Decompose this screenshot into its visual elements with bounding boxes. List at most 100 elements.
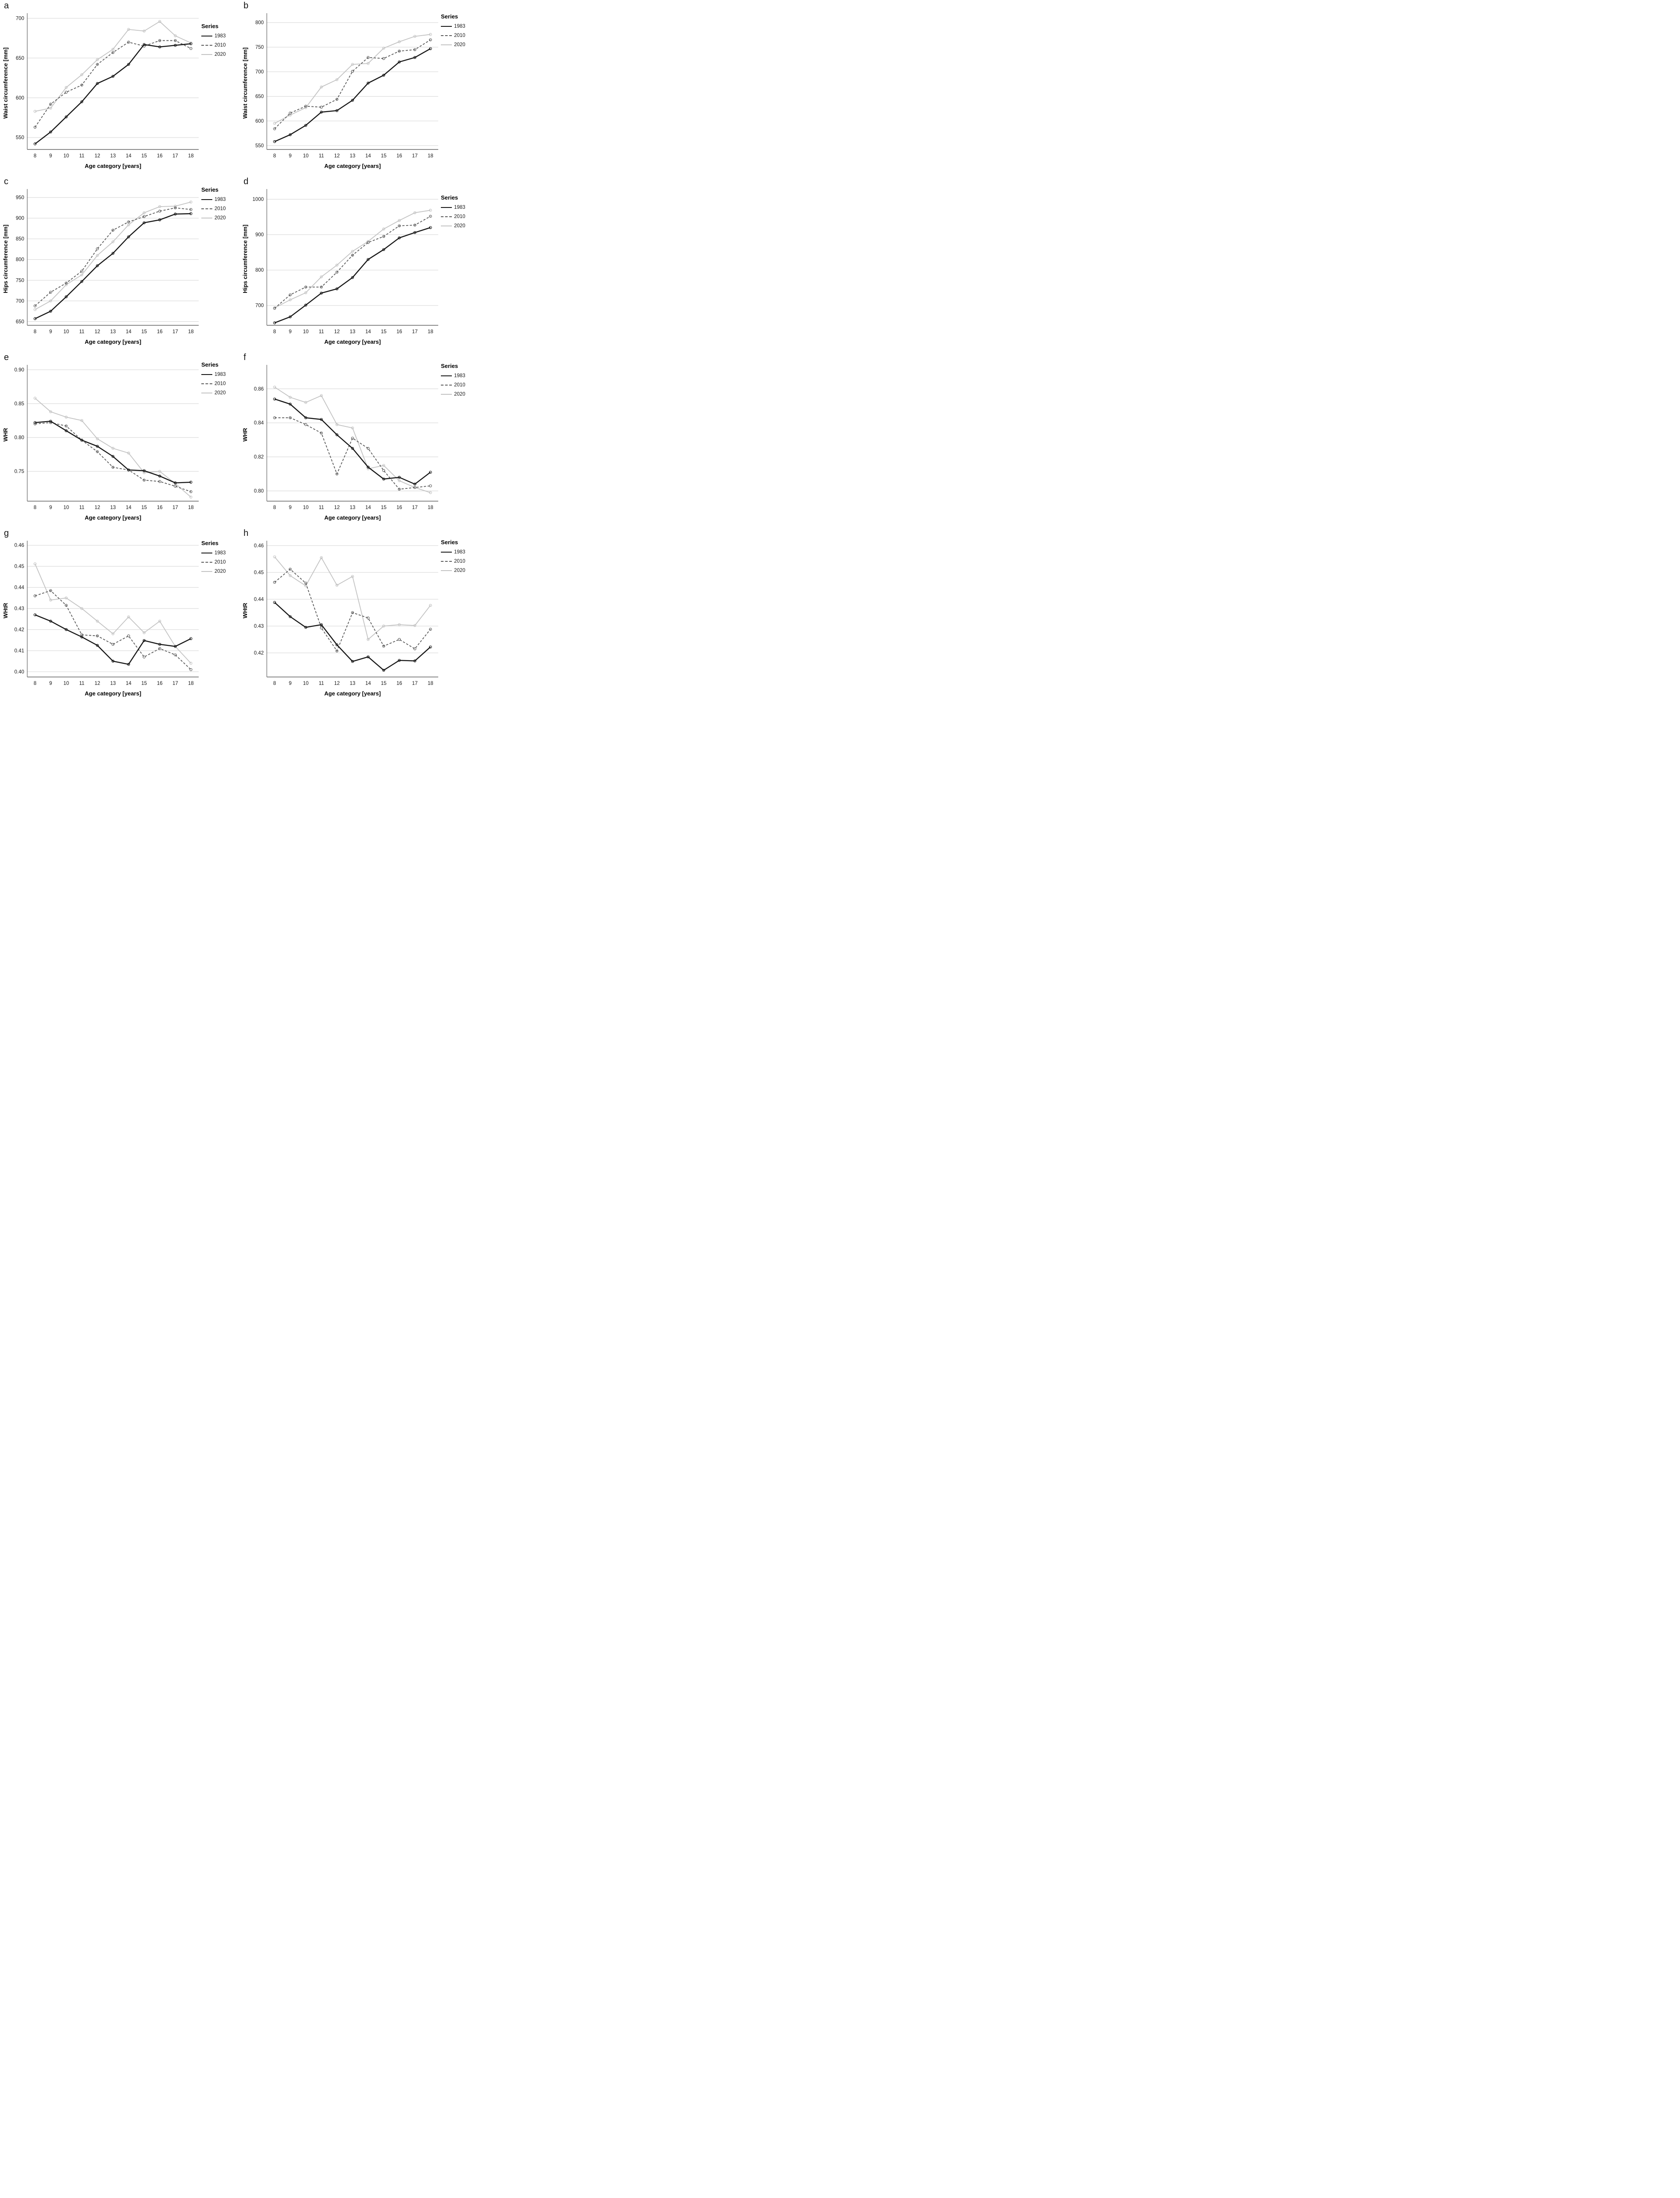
data-point-marker-1983	[320, 110, 323, 114]
data-point-marker-2020	[413, 211, 417, 215]
data-point-marker-2020	[33, 562, 36, 565]
data-point-marker-2010	[320, 431, 323, 435]
data-point-marker-2020	[189, 662, 193, 665]
legend-line-sample-2020	[201, 571, 212, 572]
legend-item-1983: 1983	[441, 550, 479, 555]
data-point-marker-2010	[429, 484, 432, 488]
x-tick-label: 9	[289, 505, 291, 510]
x-tick-label: 14	[126, 681, 131, 686]
data-point-marker-2010	[33, 304, 36, 308]
y-axis-title: WHtR	[242, 603, 248, 619]
y-tick-label: 0.84	[254, 421, 264, 426]
x-tick-label: 17	[412, 329, 418, 335]
y-tick-label: 0.82	[254, 455, 264, 460]
data-point-marker-2010	[382, 644, 385, 648]
data-point-marker-1983	[398, 659, 401, 662]
legend-item-2010: 2010	[201, 560, 239, 565]
data-point-marker-2020	[189, 200, 193, 204]
data-point-marker-1983	[335, 643, 338, 647]
y-tick-label: 900	[255, 233, 264, 238]
x-tick-label: 16	[157, 681, 163, 686]
data-point-marker-1983	[320, 418, 323, 421]
data-point-marker-2020	[49, 106, 52, 110]
data-point-marker-1983	[49, 130, 52, 134]
data-point-marker-1983	[273, 397, 276, 400]
legend-title: Series	[201, 540, 219, 546]
legend-item-2020: 2020	[201, 52, 239, 57]
series-line-2010	[274, 216, 431, 309]
y-tick-label: 0.86	[254, 386, 264, 392]
data-point-marker-1983	[65, 429, 68, 433]
data-point-marker-2020	[127, 451, 130, 455]
legend-title: Series	[201, 23, 219, 29]
legend-item-2020: 2020	[441, 223, 479, 229]
series-line-2010	[34, 40, 191, 127]
data-point-marker-1983	[429, 645, 432, 648]
x-tick-label: 11	[319, 329, 324, 335]
data-point-marker-1983	[288, 315, 292, 318]
data-point-marker-2010	[413, 223, 417, 227]
legend-item-1983: 1983	[441, 205, 479, 210]
data-point-marker-1983	[174, 645, 177, 648]
data-point-marker-2010	[111, 466, 115, 469]
data-point-marker-1983	[65, 628, 68, 631]
series-line-2020	[35, 398, 191, 498]
data-point-marker-1983	[304, 416, 307, 419]
data-point-marker-2020	[382, 624, 385, 628]
panel-h: h 0.42 0.43 0.44 0.45 0.46 8 9 10 11 12 13 14 15 16 17…	[240, 528, 479, 703]
data-point-marker-2020	[288, 396, 292, 399]
data-point-marker-2020	[398, 219, 401, 222]
data-point-marker-2010	[65, 281, 68, 285]
data-point-marker-2020	[304, 401, 307, 404]
data-point-marker-2020	[111, 632, 115, 635]
data-point-marker-1983	[382, 73, 385, 77]
data-point-marker-1983	[49, 419, 52, 423]
y-tick-label: 0.43	[15, 606, 24, 611]
x-tick-label: 10	[303, 505, 309, 510]
legend-line-sample-2020	[441, 570, 452, 571]
series-line-1983	[35, 420, 191, 484]
x-tick-label: 10	[63, 153, 69, 159]
data-point-marker-2010	[335, 98, 338, 101]
data-point-marker-2010	[158, 39, 161, 42]
x-tick-label: 15	[142, 153, 147, 159]
legend-label-2010: 2010	[454, 214, 465, 219]
data-point-marker-2010	[49, 102, 52, 106]
data-point-marker-1983	[127, 468, 130, 472]
y-tick-label: 0.90	[15, 368, 24, 373]
data-point-marker-1983	[158, 45, 161, 48]
data-point-marker-2010	[174, 484, 177, 488]
y-tick-label: 550	[255, 143, 264, 149]
data-point-marker-2020	[288, 574, 292, 577]
data-point-marker-2010	[189, 490, 193, 493]
data-point-marker-2010	[320, 106, 323, 109]
data-point-marker-2010	[273, 416, 276, 419]
data-point-marker-1983	[273, 321, 276, 324]
data-point-marker-2010	[288, 111, 292, 115]
legend-title: Series	[201, 361, 219, 368]
data-point-marker-2020	[429, 604, 432, 607]
data-point-marker-2020	[320, 394, 323, 397]
data-point-marker-1983	[33, 142, 36, 146]
data-point-marker-2020	[33, 109, 36, 113]
data-point-marker-2010	[49, 589, 52, 592]
x-tick-label: 12	[334, 153, 340, 159]
x-tick-label: 11	[319, 153, 324, 159]
data-point-marker-2010	[142, 655, 146, 659]
data-point-marker-1983	[142, 43, 146, 46]
x-tick-label: 10	[303, 329, 309, 335]
x-axis-title: Age category [years]	[85, 514, 142, 521]
panel-b: b 550 600 650 700 750 800 8 9 10 11 12 13 14 15 16 17 18…	[240, 0, 479, 176]
data-point-marker-1983	[382, 477, 385, 480]
x-tick-label: 13	[350, 329, 356, 335]
data-point-marker-1983	[429, 470, 432, 474]
data-point-marker-2020	[367, 638, 370, 641]
x-tick-label: 14	[365, 329, 371, 335]
series-line-1983	[274, 48, 431, 142]
data-point-marker-2020	[351, 426, 354, 429]
data-point-marker-1983	[413, 659, 417, 662]
x-tick-label: 11	[79, 329, 84, 335]
data-point-marker-1983	[304, 124, 307, 127]
x-tick-label: 18	[188, 681, 194, 686]
series-line-2020	[35, 21, 191, 112]
